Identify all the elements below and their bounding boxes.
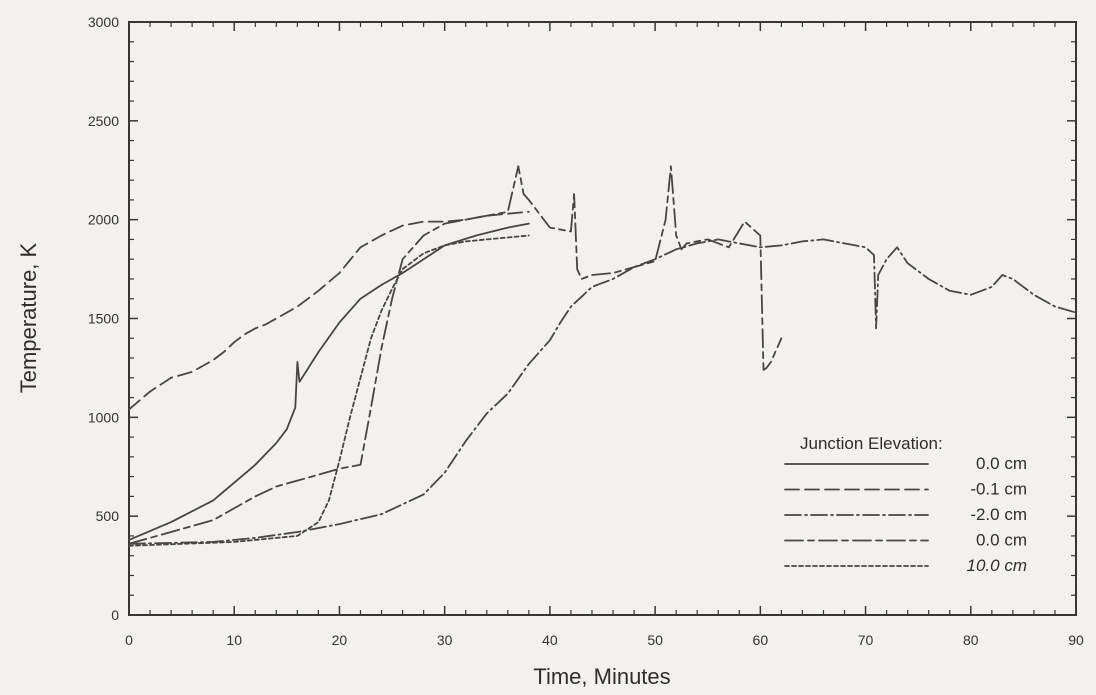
y-tick-label: 1500 xyxy=(88,311,119,327)
plot-frame xyxy=(128,21,1077,616)
series-line-3 xyxy=(128,238,1077,545)
x-axis-ticks: 0 10 20 30 40 50 60 70 80 90 xyxy=(125,22,1084,648)
y-tick-label: 3000 xyxy=(88,14,119,30)
x-tick-label: 30 xyxy=(437,632,453,648)
legend-label-3: -2.0 cm xyxy=(970,505,1027,524)
x-tick-label: 50 xyxy=(647,632,663,648)
series-group xyxy=(128,165,1077,547)
series-line-5 xyxy=(128,234,530,547)
legend-label-1: 0.0 cm xyxy=(976,454,1027,473)
x-tick-label: 10 xyxy=(226,632,242,648)
series-line-1 xyxy=(128,222,530,541)
x-tick-label: 20 xyxy=(332,632,348,648)
y-tick-label: 2500 xyxy=(88,113,119,129)
legend: Junction Elevation: 0.0 cm -0.1 cm -2.0 cm… xyxy=(784,434,1027,575)
x-tick-label: 80 xyxy=(963,632,979,648)
y-tick-label: 2000 xyxy=(88,212,119,228)
y-tick-label: 0 xyxy=(111,607,119,623)
legend-label-4: 0.0 cm xyxy=(976,531,1027,550)
x-tick-label: 70 xyxy=(858,632,874,648)
x-axis-title: Time, Minutes xyxy=(533,664,670,689)
y-axis-title: Temperature, K xyxy=(16,242,41,393)
series-line-2 xyxy=(128,210,530,411)
x-tick-label: 60 xyxy=(753,632,769,648)
x-tick-label: 40 xyxy=(542,632,558,648)
legend-title: Junction Elevation: xyxy=(800,434,943,453)
y-tick-label: 500 xyxy=(96,508,120,524)
x-tick-label: 90 xyxy=(1068,632,1084,648)
x-tick-label: 0 xyxy=(125,632,133,648)
series-line-4 xyxy=(128,165,783,545)
y-axis-ticks: 0 500 1000 1500 2000 2500 3000 xyxy=(88,14,1076,623)
legend-label-5: 10.0 cm xyxy=(967,556,1027,575)
legend-label-2: -0.1 cm xyxy=(970,480,1027,499)
y-tick-label: 1000 xyxy=(88,409,119,425)
legend-items: 0.0 cm -0.1 cm -2.0 cm 0.0 cm 10.0 cm xyxy=(784,454,1027,575)
